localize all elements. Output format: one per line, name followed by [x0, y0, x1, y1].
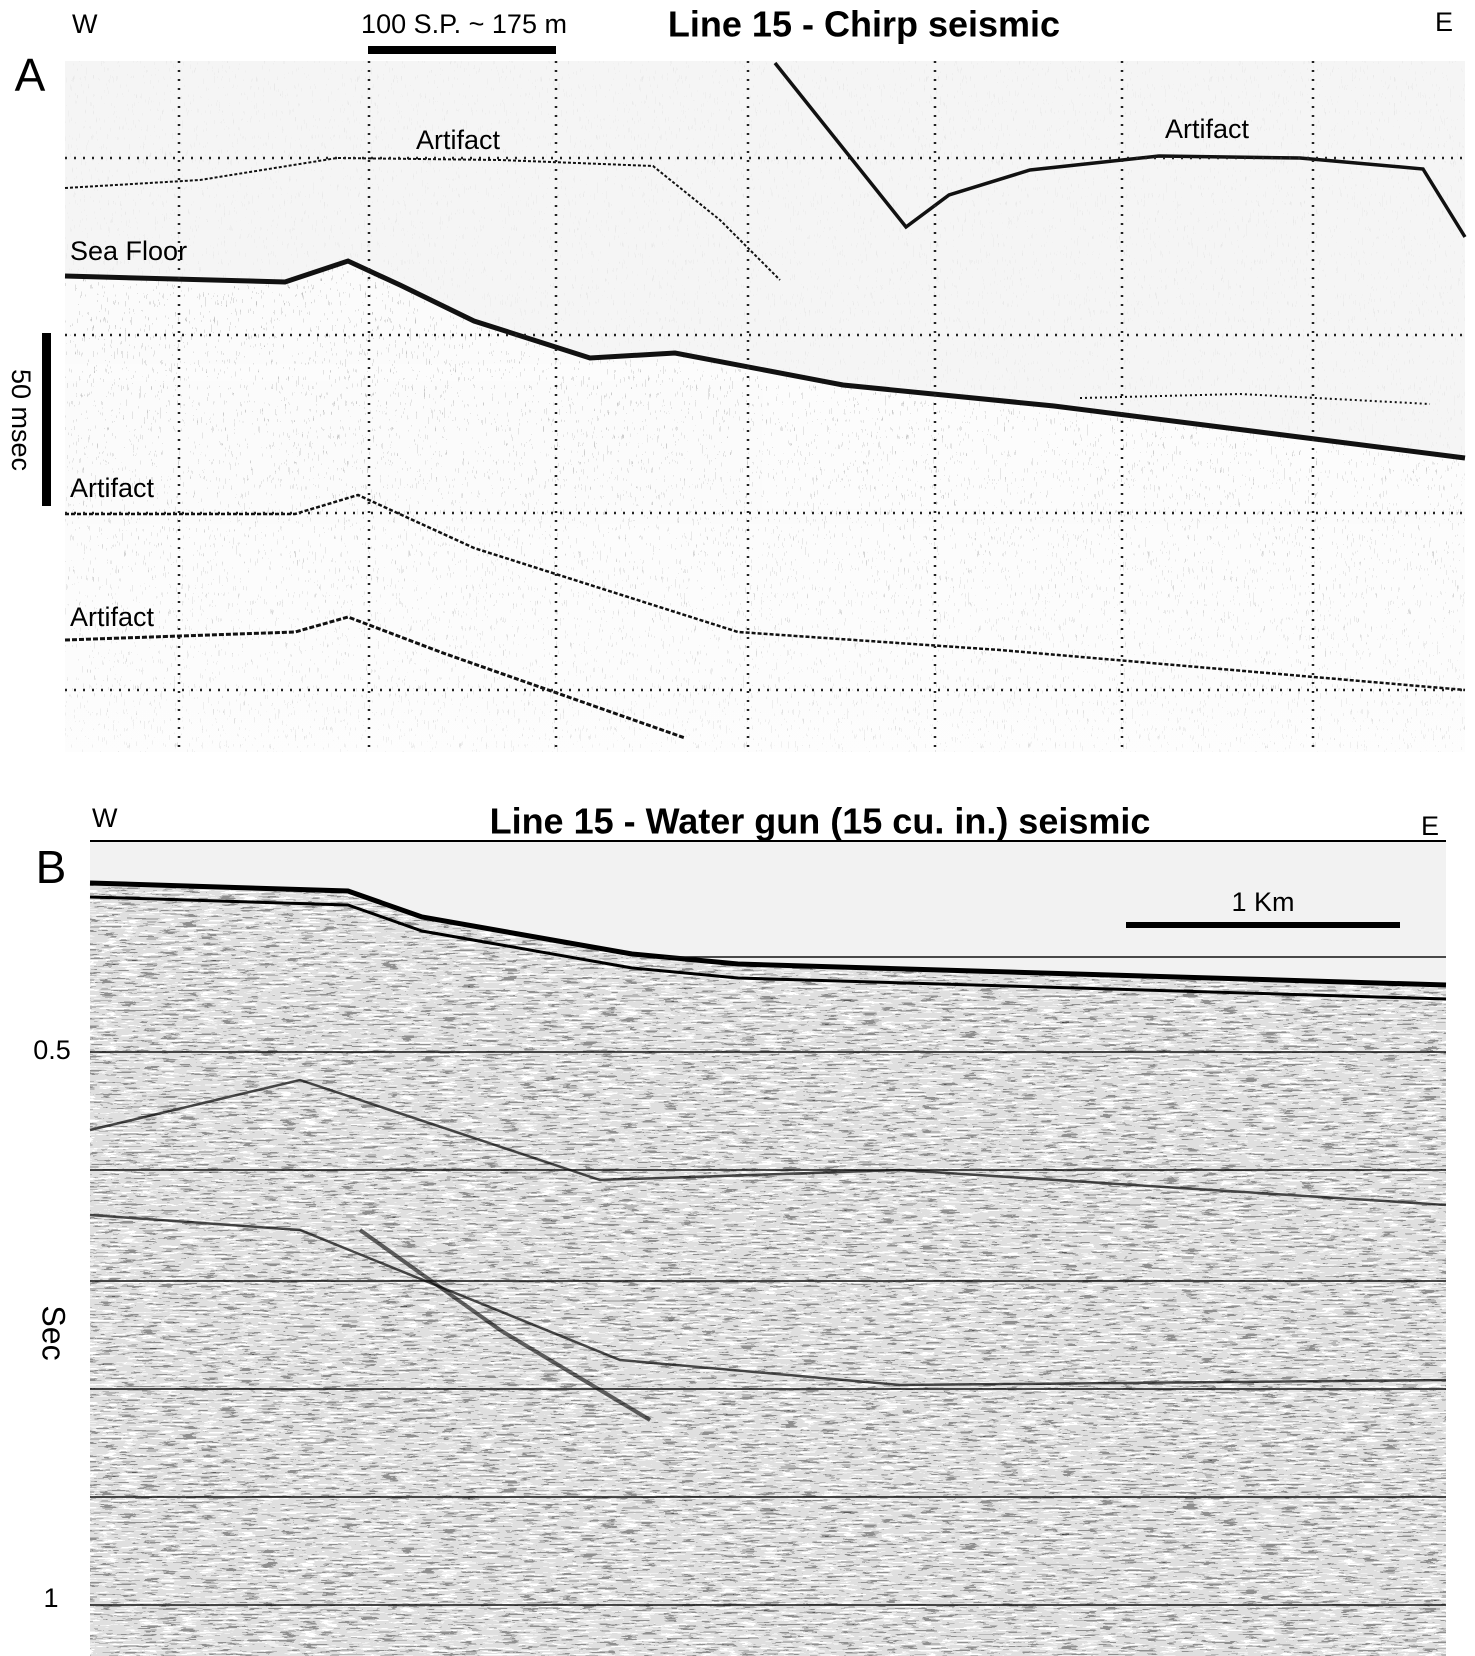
panel-label: A	[15, 49, 46, 101]
reflectors	[89, 880, 1447, 1422]
annotation: Artifact	[70, 473, 155, 503]
scale-label: 1 Km	[1231, 887, 1294, 917]
axis-title: Sec	[36, 1305, 72, 1360]
axis-label: 1	[43, 1583, 58, 1613]
annotation: Artifact	[416, 125, 501, 155]
east-label: E	[1421, 811, 1439, 841]
annotation: Artifact	[70, 602, 155, 632]
west-label: W	[92, 803, 118, 833]
vertical-scale-bar	[42, 333, 51, 506]
panel-label: B	[36, 841, 67, 893]
vertical-scale-label: 50 msec	[6, 369, 36, 471]
annotation: Sea Floor	[70, 236, 187, 266]
annotation: Artifact	[1165, 114, 1250, 144]
west-label: W	[72, 9, 98, 39]
east-label: E	[1435, 7, 1453, 37]
panel-a: A W E 100 S.P. ~ 175 m Line 15 - Chirp s…	[6, 4, 1467, 752]
scale-bar	[1126, 922, 1400, 928]
axis-label: 0.5	[33, 1035, 71, 1065]
panel-title: Line 15 - Water gun (15 cu. in.) seismic	[490, 801, 1151, 842]
panel-title: Line 15 - Chirp seismic	[668, 4, 1060, 45]
reflectors	[64, 61, 1467, 740]
scale-bar	[368, 46, 556, 54]
scale-label: 100 S.P. ~ 175 m	[361, 9, 567, 39]
panel-b: B W E Line 15 - Water gun (15 cu. in.) s…	[33, 801, 1447, 1656]
subsurface	[90, 883, 1446, 1656]
